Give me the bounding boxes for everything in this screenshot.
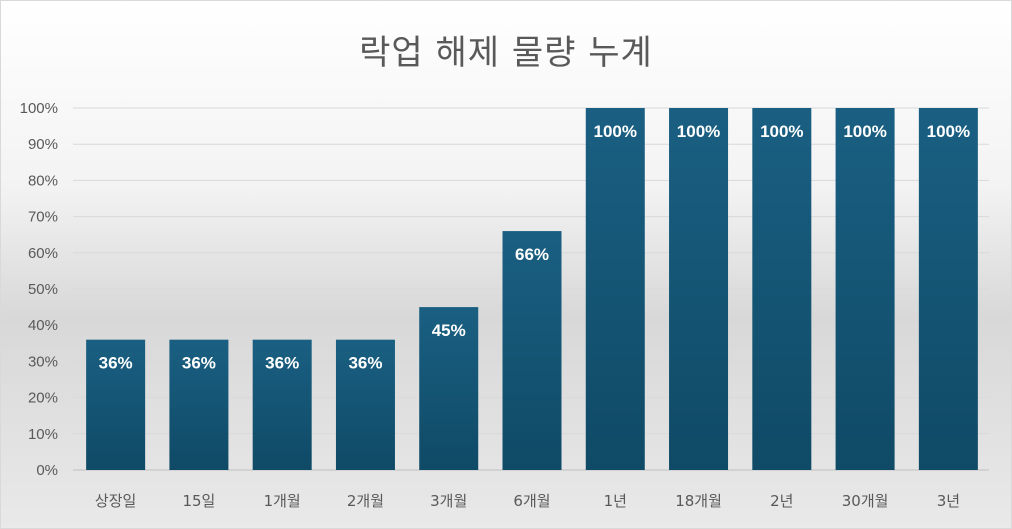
x-category-label: 2년 bbox=[770, 492, 793, 510]
data-labels: 36% 36% 36% 36% 45% 66% 100% 100% 100% 100% 100% bbox=[99, 122, 970, 373]
bar bbox=[752, 108, 812, 470]
x-category-label: 30개월 bbox=[842, 492, 889, 510]
x-category-label: 1년 bbox=[604, 492, 627, 510]
bar-data-label: 100% bbox=[677, 122, 720, 141]
y-axis-ticks: 0% 10% 20% 30% 40% 50% 60% 70% 80% 90% 100% bbox=[20, 100, 58, 479]
bar-data-label: 36% bbox=[182, 354, 216, 373]
y-tick-label: 40% bbox=[28, 317, 58, 334]
y-tick-label: 80% bbox=[28, 172, 58, 189]
bar bbox=[585, 108, 645, 470]
x-category-label: 6개월 bbox=[513, 492, 550, 510]
bar bbox=[669, 108, 729, 470]
y-tick-label: 0% bbox=[36, 462, 58, 479]
bar bbox=[502, 231, 562, 470]
bar-data-label: 36% bbox=[348, 354, 382, 373]
bars bbox=[86, 108, 978, 470]
x-category-label: 3년 bbox=[937, 492, 960, 510]
bar-data-label: 36% bbox=[99, 354, 133, 373]
y-tick-label: 50% bbox=[28, 281, 58, 298]
y-tick-label: 100% bbox=[20, 100, 58, 117]
x-category-label: 3개월 bbox=[430, 492, 467, 510]
bar-data-label: 45% bbox=[432, 321, 466, 340]
bar-data-label: 100% bbox=[927, 122, 970, 141]
bar bbox=[835, 108, 895, 470]
bar bbox=[86, 339, 146, 470]
bar-data-label: 100% bbox=[843, 122, 886, 141]
bar bbox=[419, 307, 479, 470]
x-axis-categories: 상장일 15일 1개월 2개월 3개월 6개월 1년 18개월 2년 30개월 3년 bbox=[95, 492, 960, 510]
y-tick-label: 30% bbox=[28, 353, 58, 370]
x-category-label: 18개월 bbox=[675, 492, 722, 510]
x-category-label: 15일 bbox=[182, 492, 215, 510]
x-category-label: 2개월 bbox=[347, 492, 384, 510]
bar bbox=[252, 339, 312, 470]
bar bbox=[918, 108, 978, 470]
bar-data-label: 100% bbox=[594, 122, 637, 141]
y-tick-label: 20% bbox=[28, 390, 58, 407]
x-category-label: 1개월 bbox=[264, 492, 301, 510]
y-tick-label: 70% bbox=[28, 209, 58, 226]
y-tick-label: 90% bbox=[28, 136, 58, 153]
bar-data-label: 66% bbox=[515, 245, 549, 264]
chart-title: 락업 해제 물량 누계 bbox=[359, 33, 653, 73]
y-tick-label: 10% bbox=[28, 426, 58, 443]
bar bbox=[169, 339, 229, 470]
bar bbox=[335, 339, 395, 470]
bar-data-label: 100% bbox=[760, 122, 803, 141]
y-tick-label: 60% bbox=[28, 245, 58, 262]
bar-data-label: 36% bbox=[265, 354, 299, 373]
x-category-label: 상장일 bbox=[95, 492, 136, 510]
